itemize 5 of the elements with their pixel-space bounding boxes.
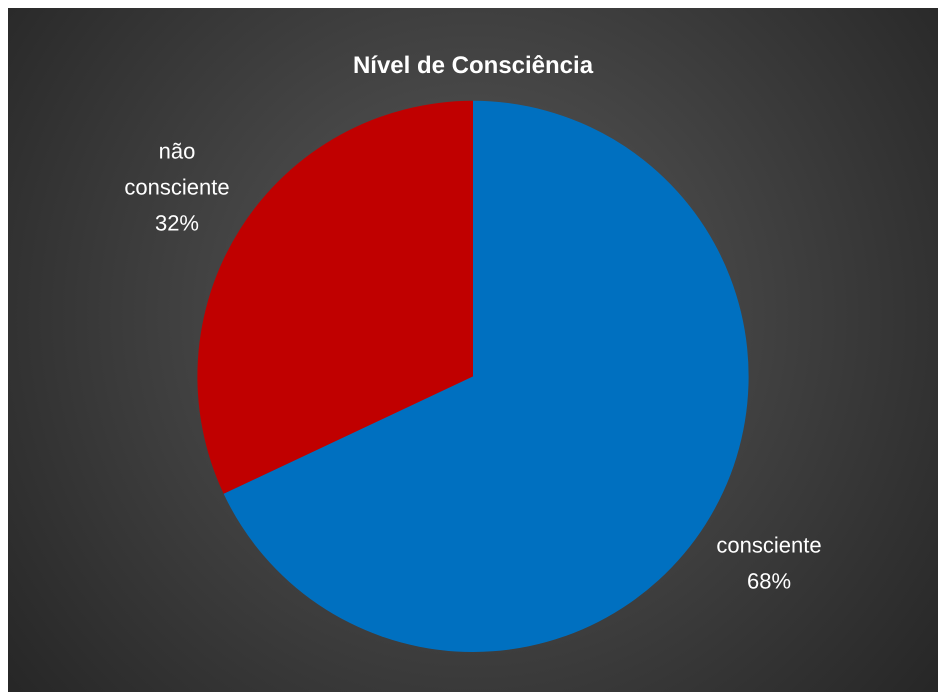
slice-label: não consciente <box>124 138 230 200</box>
chart-title: Nível de Consciência <box>352 52 594 80</box>
slice-label: consciente <box>716 532 822 558</box>
data-label: 68% <box>747 568 792 594</box>
data-label: 32% <box>154 210 199 236</box>
